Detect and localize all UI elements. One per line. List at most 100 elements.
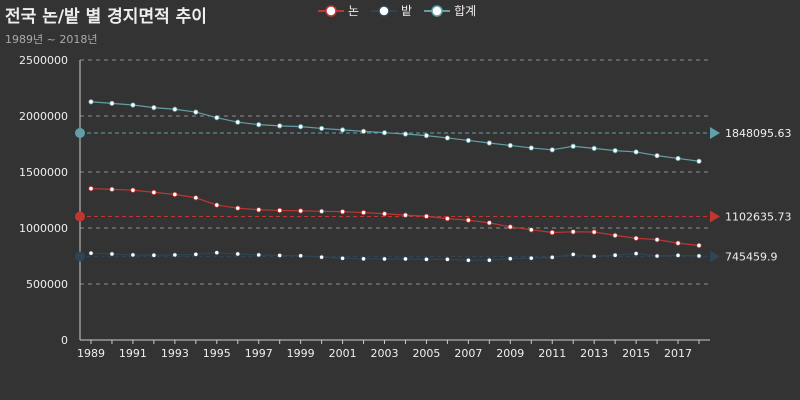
data-point-밭: [402, 256, 409, 262]
data-point-논: [88, 185, 94, 192]
data-point-밭: [319, 254, 325, 260]
data-point-논: [591, 229, 597, 235]
data-point-합계: [319, 125, 325, 132]
data-point-합계: [654, 153, 660, 159]
data-point-밭: [172, 252, 178, 258]
legend-item-합계[interactable]: 합계: [424, 2, 476, 19]
chart-title: 전국 논/밭 별 경지면적 추이: [5, 7, 207, 27]
data-point-합계: [193, 109, 199, 115]
x-tick-label: 2011: [538, 347, 566, 360]
data-point-합계: [151, 105, 157, 111]
mean-arrow: [710, 210, 720, 223]
y-tick-label: 1000000: [19, 222, 68, 235]
data-point-합계: [277, 123, 283, 129]
data-point-논: [423, 213, 430, 219]
data-point-합계: [339, 127, 346, 133]
data-point-논: [486, 220, 492, 226]
data-point-합계: [612, 148, 618, 154]
y-tick-label: 1500000: [19, 166, 68, 179]
data-point-밭: [696, 253, 702, 259]
x-tick-label: 1993: [161, 347, 189, 360]
data-point-논: [633, 235, 639, 241]
data-point-논: [675, 240, 681, 246]
data-point-합계: [675, 155, 681, 162]
x-tick-label: 2003: [371, 347, 399, 360]
data-point-밭: [88, 250, 94, 256]
data-point-합계: [214, 115, 220, 121]
data-point-논: [193, 195, 199, 201]
data-point-논: [549, 229, 555, 236]
mean-arrow: [710, 250, 720, 263]
data-point-합계: [633, 149, 639, 155]
legend-line-icon: [371, 4, 398, 17]
x-tick-label: 2007: [454, 347, 482, 360]
data-point-합계: [465, 137, 471, 144]
legend: 논 밭 합계: [318, 2, 476, 19]
data-point-합계: [298, 124, 304, 130]
data-point-합계: [570, 143, 576, 149]
data-point-합계: [507, 142, 513, 149]
data-point-밭: [591, 253, 597, 259]
data-point-논: [507, 224, 513, 230]
x-tick-label: 1999: [287, 347, 315, 360]
series-line-밭: [90, 252, 700, 261]
series-line-논: [90, 187, 700, 247]
data-point-논: [319, 208, 325, 214]
mean-label-합계: 1848095.63: [725, 127, 791, 140]
data-point-밭: [298, 253, 304, 259]
data-point-논: [339, 209, 346, 215]
mean-label-논: 1102635.73: [725, 211, 791, 224]
data-point-논: [130, 187, 136, 193]
data-point-밭: [465, 257, 471, 263]
y-tick-label: 0: [61, 334, 68, 347]
x-tick-label: 2017: [664, 347, 692, 360]
data-point-밭: [235, 251, 241, 257]
data-point-밭: [528, 255, 534, 261]
legend-label: 합계: [454, 4, 477, 18]
data-point-논: [109, 186, 115, 192]
data-point-밭: [193, 251, 199, 257]
legend-item-논[interactable]: 논: [318, 2, 359, 19]
data-point-밭: [444, 256, 451, 262]
data-point-합계: [360, 128, 367, 134]
data-point-논: [360, 209, 367, 216]
data-point-밭: [151, 252, 157, 258]
data-point-합계: [235, 119, 241, 125]
data-point-논: [277, 207, 283, 214]
data-point-논: [214, 202, 220, 208]
legend-line-icon: [318, 4, 344, 17]
y-tick-label: 2000000: [19, 110, 68, 123]
y-tick-label: 500000: [26, 278, 68, 291]
data-point-밭: [549, 254, 555, 260]
data-point-합계: [381, 130, 388, 136]
data-point-논: [465, 217, 471, 223]
data-point-논: [256, 207, 262, 213]
legend-label: 밭: [401, 4, 413, 18]
data-point-밭: [633, 250, 639, 257]
data-point-밭: [214, 250, 220, 256]
data-point-논: [235, 205, 241, 211]
mean-start-dot: [75, 128, 85, 139]
chart-subtitle: 1989년 ~ 2018년: [5, 33, 98, 46]
x-tick-label: 1991: [119, 347, 147, 360]
mean-arrow: [710, 127, 720, 140]
x-tick-label: 2013: [580, 347, 608, 360]
x-tick-label: 2009: [496, 347, 524, 360]
data-point-논: [570, 229, 576, 235]
data-point-논: [444, 215, 451, 222]
data-point-합계: [172, 106, 178, 112]
data-point-합계: [591, 145, 597, 151]
data-point-밭: [277, 252, 283, 259]
data-point-밭: [612, 252, 618, 258]
data-point-밭: [109, 251, 115, 257]
x-tick-label: 1995: [203, 347, 231, 360]
mean-start-dot: [75, 251, 85, 262]
x-tick-label: 1989: [77, 347, 105, 360]
data-point-합계: [402, 131, 409, 137]
series-line-합계: [90, 101, 700, 162]
data-point-논: [151, 189, 157, 195]
data-point-합계: [109, 100, 115, 106]
data-point-논: [298, 208, 304, 214]
legend-item-밭[interactable]: 밭: [371, 2, 412, 19]
data-point-합계: [88, 99, 94, 105]
